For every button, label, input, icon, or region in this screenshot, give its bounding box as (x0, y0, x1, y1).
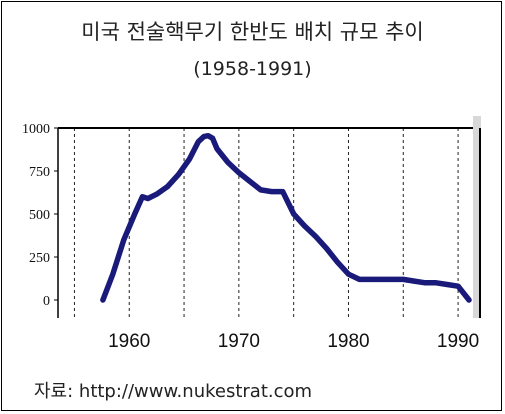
y-tick-label-750: 750 (29, 165, 50, 180)
axes (57, 116, 481, 318)
line-chart: 0 250 500 750 1000 1960 1970 1980 1990 (22, 116, 481, 352)
x-tick-label-1960: 1960 (108, 331, 150, 352)
series-layer (100, 132, 472, 303)
y-tick-label-0: 0 (43, 294, 50, 309)
right-shade (473, 116, 481, 318)
chart-subtitle: (1958-1991) (193, 58, 312, 80)
x-tick-label-1970: 1970 (218, 331, 260, 352)
y-tick-label-1000: 1000 (22, 122, 50, 137)
series-line (100, 132, 472, 303)
y-tick-label-500: 500 (29, 208, 50, 223)
x-tick-labels: 1960 1970 1980 1990 (108, 331, 479, 352)
x-tick-label-1980: 1980 (327, 331, 369, 352)
chart-title: 미국 전술핵무기 한반도 배치 규모 추이 (81, 20, 424, 44)
x-tick-label-1990: 1990 (437, 331, 479, 352)
source-note: 자료: http://www.nukestrat.com (34, 381, 313, 402)
y-tick-label-250: 250 (29, 251, 50, 266)
y-tick-labels: 0 250 500 750 1000 (22, 122, 58, 309)
